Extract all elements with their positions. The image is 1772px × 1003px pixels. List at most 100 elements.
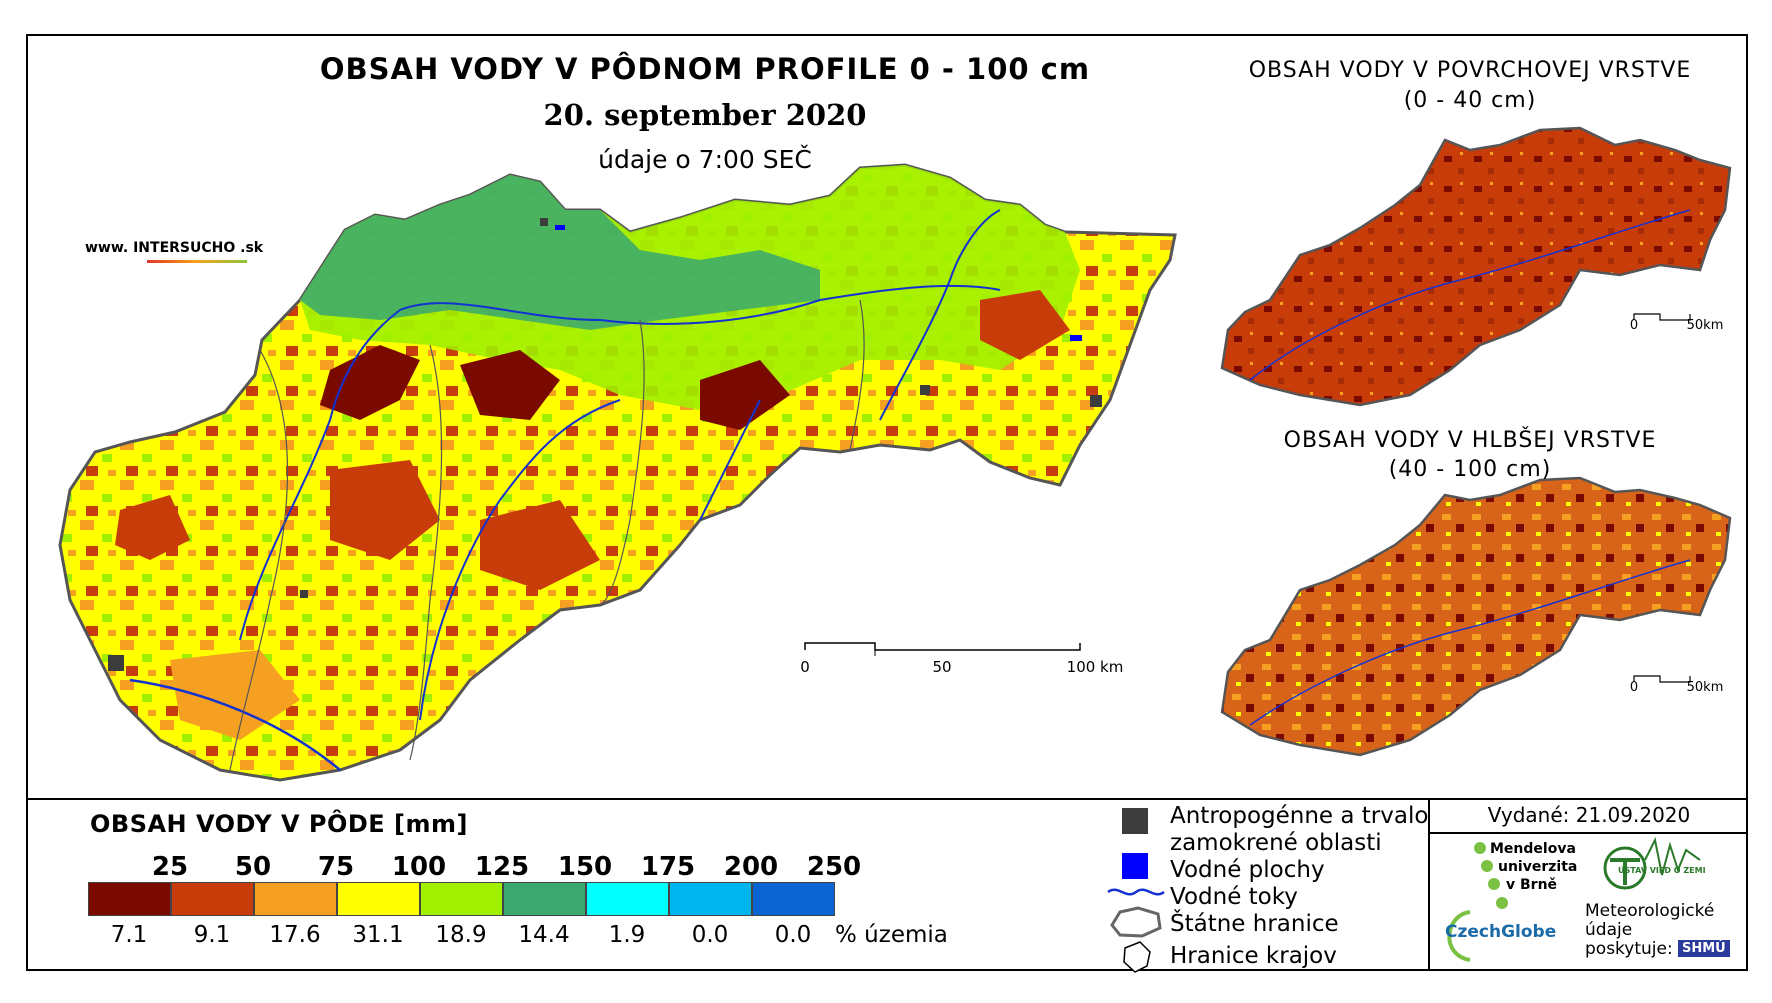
legend-break-label: 150 [557, 852, 613, 882]
deep-map-title: OBSAH VODY V HLBŠEJ VRSTVE [1283, 428, 1657, 453]
main-dry-patch [980, 290, 1070, 360]
main-map-title: OBSAH VODY V PÔDNOM PROFILE 0 - 100 cm [319, 52, 1091, 86]
meteo-line: údaje [1585, 920, 1633, 940]
river [129, 678, 341, 771]
legend-percent: 0.0 [691, 922, 729, 948]
main-dry-patch [330, 460, 440, 560]
legend-swatch [752, 882, 835, 916]
mendel-line: univerzita [1498, 859, 1578, 875]
czechglobe-label: CzechGlobe [1445, 922, 1557, 942]
main-dry-patch [320, 345, 420, 420]
meteo-text: Meteorologické údaje poskytuje: [1585, 902, 1714, 959]
deep-scale-label: 50km [1686, 680, 1724, 695]
ustav-label: ÚSTAV VIED O ZEMI [1618, 866, 1706, 875]
mendel-logo [1474, 842, 1508, 909]
shmu-logo: SHMÚ [1678, 940, 1730, 957]
legend-percent: 9.1 [193, 922, 231, 948]
main-dry-patch [700, 360, 790, 430]
logo-highlight: SUCHO [179, 240, 236, 256]
surface-map-title: OBSAH VODY V POVRCHOVEJ VRSTVE [1248, 58, 1692, 83]
surface-country-shape [1220, 126, 1732, 407]
legend-percent-unit: % územia [835, 922, 948, 948]
mendel-line: Mendelova [1490, 841, 1576, 857]
main-map [58, 163, 1177, 782]
surface-scale-label: 50km [1686, 318, 1724, 333]
legend-break-label: 100 [391, 852, 447, 882]
region-border [849, 299, 865, 451]
deep-scale-bar [1633, 675, 1691, 683]
main-map-date: 20. september 2020 [543, 98, 867, 132]
legend-swatch [586, 882, 669, 916]
logo-prefix: www. INTER [85, 240, 180, 256]
meteo-line: poskytuje: [1585, 939, 1673, 959]
urban-legend-label-1: Antropogénne a trvalo [1170, 803, 1429, 829]
legend-break-label: 200 [723, 852, 779, 882]
region-border-legend-label: Hranice krajov [1170, 943, 1337, 969]
legend-swatch [503, 882, 586, 916]
logo-suffix: .sk [235, 240, 264, 256]
surface-scale-label: 0 [1629, 318, 1639, 333]
logo-color-bar [147, 260, 247, 263]
legend-percent: 0.0 [774, 922, 812, 948]
border-legend-label: Štátne hranice [1170, 911, 1339, 937]
region-border [229, 349, 289, 771]
legend-percent: 1.9 [608, 922, 646, 948]
meteo-line: Meteorologické [1585, 901, 1715, 921]
credits-divider [1428, 798, 1430, 971]
legend-percent: 31.1 [352, 922, 404, 948]
deep-map [1220, 476, 1732, 757]
region-border [409, 344, 443, 761]
legend-break-label: 50 [234, 852, 272, 882]
deep-scale-label: 0 [1629, 680, 1639, 695]
issued-date: Vydané: 21.09.2020 [1487, 803, 1691, 827]
river [699, 399, 761, 521]
main-dry-patch [115, 495, 190, 560]
urban-area [108, 655, 124, 671]
legend-percent: 17.6 [269, 922, 321, 948]
legend-percent: 18.9 [435, 922, 487, 948]
river [419, 399, 621, 721]
main-scale-label: 100 km [1066, 658, 1124, 676]
czechglobe-logo [1447, 910, 1471, 962]
deep-country-shape [1220, 476, 1732, 757]
deep-map-subtitle: (40 - 100 cm) [1388, 457, 1552, 482]
region-border [599, 319, 645, 606]
main-scale-label: 50 [932, 658, 952, 676]
urban-area [920, 385, 930, 395]
main-scale-label: 0 [800, 658, 810, 676]
water-body [1070, 335, 1082, 341]
issued-divider [1428, 832, 1748, 834]
legend-swatch [171, 882, 254, 916]
main-map-time: údaje o 7:00 SEČ [598, 145, 812, 174]
legend-swatch [337, 882, 420, 916]
legend-percent: 7.1 [110, 922, 148, 948]
main-dry-patch [460, 350, 560, 420]
mendel-text: Mendelova univerzita v Brně [1490, 840, 1577, 894]
legend-swatch [254, 882, 337, 916]
legend-break-label: 250 [806, 852, 862, 882]
urban-legend-icon [1122, 808, 1148, 834]
main-dry-patch [480, 500, 600, 590]
river-legend-icon [1107, 888, 1165, 896]
surface-scale-bar [1633, 313, 1691, 321]
main-scale-bar [804, 642, 1081, 656]
mendel-line: v Brně [1506, 877, 1558, 893]
region-border-legend-icon [1123, 941, 1151, 973]
water-legend-label: Vodné plochy [1170, 857, 1325, 883]
urban-area [1090, 395, 1102, 407]
legend-swatch [88, 882, 171, 916]
ustav-logo [1603, 836, 1701, 890]
urban-area [300, 590, 308, 598]
legend-title: OBSAH VODY V PÔDE [mm] [90, 810, 469, 838]
main-teal-region [300, 175, 820, 330]
legend-break-label: 25 [151, 852, 189, 882]
main-dry-patch [170, 650, 300, 740]
water-legend-icon [1122, 853, 1148, 879]
river [879, 209, 1001, 421]
urban-area [540, 218, 548, 226]
river [1249, 209, 1691, 381]
legend-break-label: 75 [317, 852, 355, 882]
surface-map [1220, 126, 1732, 407]
urban-legend-label-2: zamokrené oblasti [1170, 830, 1382, 856]
